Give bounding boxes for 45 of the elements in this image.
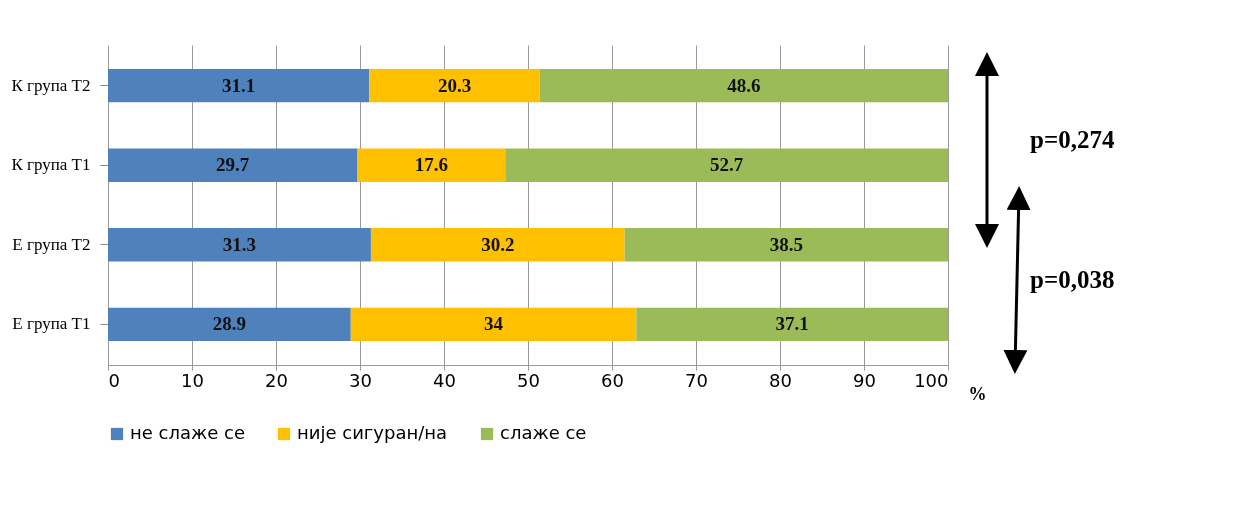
x-tick-label: 80: [769, 369, 792, 391]
bar: [539, 68, 948, 103]
data-label: 31.3: [222, 233, 257, 255]
text: p=0,274: [1030, 126, 1115, 153]
data-label: 28.9: [212, 313, 247, 335]
bar: [624, 228, 948, 262]
bar: [108, 148, 358, 182]
bar: [357, 148, 506, 182]
data-label: 38.5: [769, 233, 803, 255]
y-tick-label: Е група Т2: [12, 234, 91, 254]
bar: [108, 307, 351, 342]
data-label: 30.2: [481, 233, 515, 255]
y-tick-label: К група Т1: [11, 155, 91, 175]
bar: [369, 68, 540, 103]
data-label: 29.7: [216, 154, 250, 176]
data-label: 52.7: [710, 154, 744, 176]
data-label: 17.6: [414, 154, 449, 176]
x-tick-label: 100: [914, 369, 949, 391]
bar: [108, 228, 371, 262]
x-tick-label: 40: [433, 369, 456, 391]
bar: [505, 148, 948, 182]
y-tick-label: Е група Т1: [12, 314, 91, 334]
x-tick-label: 60: [601, 369, 624, 391]
legend-label: не слаже се: [130, 422, 245, 443]
bar: [350, 307, 637, 342]
data-label: 31.1: [221, 74, 256, 96]
data-label: 37.1: [775, 313, 809, 335]
x-tick-label: 30: [349, 369, 372, 391]
bar: [636, 307, 948, 342]
y-tick-label: К група Т2: [11, 75, 91, 95]
data-label: 34: [484, 313, 504, 335]
x-tick-label: 10: [181, 369, 204, 391]
x-tick-label: 0: [108, 369, 120, 391]
bar: [108, 68, 370, 103]
text: p=0,038: [1030, 266, 1115, 293]
data-label: 48.6: [727, 74, 761, 96]
x-tick-label: 70: [685, 369, 708, 391]
x-tick-label: 50: [517, 369, 540, 391]
legend-label: није сигуран/на: [297, 422, 448, 443]
data-label: 20.3: [437, 74, 472, 96]
x-tick-label: 20: [265, 369, 288, 391]
x-tick-label: 90: [853, 369, 876, 391]
legend-label: слаже се: [500, 422, 587, 443]
bar: [370, 228, 625, 262]
x-axis-title: %: [968, 383, 987, 404]
